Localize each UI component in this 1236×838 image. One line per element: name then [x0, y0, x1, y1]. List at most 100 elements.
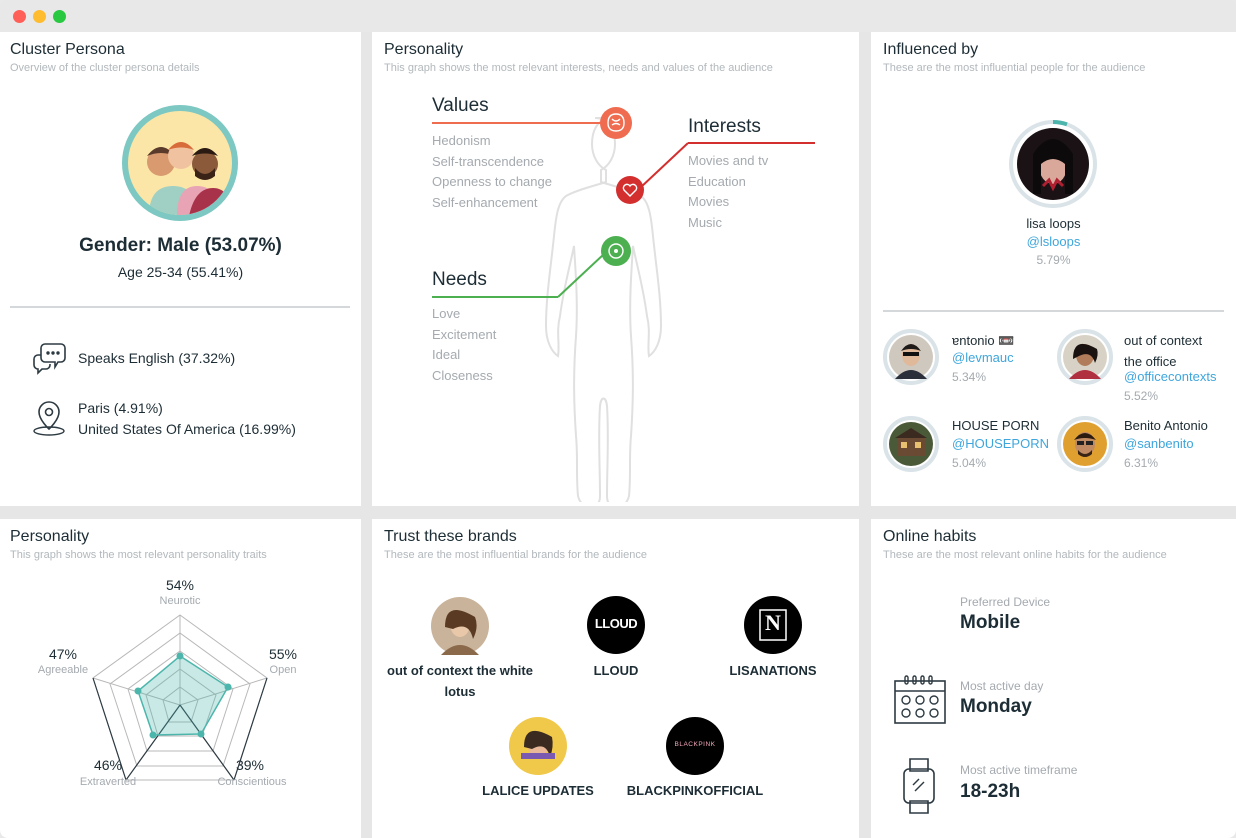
brand-logo[interactable]: [587, 596, 645, 654]
values-item: Openness to change: [432, 174, 552, 189]
values-item: Hedonism: [432, 133, 491, 148]
influencer-name: Benito Antonio: [1124, 418, 1208, 433]
needs-item: Closeness: [432, 367, 493, 383]
blackpink-logo-text: BLACKPINK: [674, 741, 716, 748]
close-window-button[interactable]: [13, 10, 26, 23]
influencer-name: HOUSE PORN: [952, 418, 1040, 433]
age-stat: Age 25-34 (55.41%): [117, 264, 244, 280]
influencer-name: ɐntonio 📼: [952, 333, 1015, 348]
title-bar: [0, 0, 1236, 32]
map-pin-icon: [33, 401, 65, 436]
city-stat: Paris (4.91%): [78, 400, 163, 416]
needs-heading: Needs: [432, 269, 487, 290]
brand-name: LISANATIONS: [729, 663, 817, 678]
influencer-handle[interactable]: @HOUSEPORN: [952, 436, 1049, 451]
radar-chart: [92, 614, 268, 781]
values-list: Hedonism Self-transcendence Openness to …: [432, 131, 552, 213]
influencer-photo: [1063, 335, 1107, 379]
minimize-window-button[interactable]: [33, 10, 46, 23]
brand-logo[interactable]: [744, 596, 802, 654]
time-label: Most active timeframe: [960, 763, 1078, 777]
needs-list: Love Excitement Ideal Closeness: [432, 304, 496, 386]
influencer-avatar[interactable]: [1057, 416, 1113, 472]
panel-subtitle: This graph shows the most relevant perso…: [10, 549, 267, 561]
influencer-photo: [889, 422, 933, 466]
brand-name: out of context the white lotus: [387, 663, 533, 699]
trait-value: 55%: [268, 646, 298, 662]
lisanations-logo-text: N: [765, 610, 781, 635]
influencer-photo: [1017, 128, 1089, 200]
influencer-pct: 5.79%: [1036, 253, 1071, 267]
interests-item: Movies: [688, 194, 730, 209]
trait-label: Agreeable: [37, 664, 89, 676]
brand-name: LLOUD: [593, 663, 639, 678]
influencer-name: out of context the office: [1124, 333, 1203, 369]
influencer-handle[interactable]: @levmauc: [952, 350, 1014, 365]
online-habits-panel: Online habits These are the most relevan…: [871, 519, 1236, 838]
panel-title: Trust these brands: [384, 528, 517, 545]
influencer-handle[interactable]: @lsloops: [1026, 234, 1081, 249]
interests-item: Movies and tv: [688, 153, 769, 168]
lloud-logo-text: LLOUD: [594, 616, 638, 631]
panel-subtitle: These are the most influential people fo…: [883, 62, 1146, 74]
trait-label: Neurotic: [159, 595, 201, 607]
brand-logo[interactable]: [509, 717, 567, 775]
brand-logo[interactable]: [666, 717, 724, 775]
needs-item: Love: [432, 306, 461, 321]
influencer-avatar-top[interactable]: [1009, 120, 1097, 208]
device-label: Preferred Device: [960, 595, 1051, 609]
influenced-by-panel: Influenced by These are the most influen…: [871, 32, 1236, 506]
country-stat: United States Of America (16.99%): [78, 421, 296, 437]
trait-label: Conscientious: [217, 776, 287, 788]
brand-name: LALICE UPDATES: [482, 783, 594, 798]
trait-value: 54%: [165, 577, 195, 593]
influencer-photo: [889, 335, 933, 379]
trait-label: Open: [269, 664, 297, 676]
time-value: 18-23h: [960, 781, 1021, 802]
influencer-name: lisa loops: [1026, 216, 1081, 231]
device-value: Mobile: [960, 612, 1021, 633]
panel-subtitle: This graph shows the most relevant inter…: [384, 62, 773, 74]
values-item: Self-transcendence: [432, 153, 545, 169]
personality-traits-panel: Personality This graph shows the most re…: [0, 519, 361, 838]
trait-value: 39%: [235, 757, 265, 773]
influencer-handle[interactable]: @sanbenito: [1124, 436, 1194, 451]
influencer-pct: 5.34%: [952, 370, 987, 384]
values-item: Self-enhancement: [432, 194, 538, 210]
influencer-pct: 6.31%: [1124, 456, 1159, 470]
maximize-window-button[interactable]: [53, 10, 66, 23]
persona-avatar: [122, 105, 238, 221]
interests-item: Education: [688, 173, 746, 189]
divider: [10, 306, 350, 308]
influencer-avatar[interactable]: [883, 416, 939, 472]
needs-item: Excitement: [432, 326, 497, 342]
smartwatch-icon: [903, 758, 935, 814]
influencer-pct: 5.04%: [952, 456, 987, 470]
panel-title: Personality: [10, 528, 90, 545]
influencer-handle[interactable]: @officecontexts: [1124, 369, 1217, 384]
calendar-icon: [894, 675, 946, 724]
brand-logo[interactable]: [431, 597, 489, 655]
influencer-photo: [1063, 422, 1107, 466]
gender-stat: Gender: Male (53.07%): [79, 235, 282, 256]
panel-title: Influenced by: [883, 41, 979, 58]
cluster-persona-panel: Cluster Persona Overview of the cluster …: [0, 32, 361, 506]
interests-list: Movies and tv Education Movies Music: [688, 151, 768, 233]
language-stat: Speaks English (37.32%): [78, 350, 236, 366]
trait-label: Extraverted: [79, 776, 137, 788]
brand-name: BLACKPINKOFFICIAL: [626, 783, 764, 798]
influencer-avatar[interactable]: [883, 329, 939, 385]
panel-subtitle: These are the most relevant online habit…: [883, 549, 1167, 561]
brands-panel: Trust these brands These are the most in…: [372, 519, 859, 838]
panel-title: Online habits: [883, 528, 977, 545]
day-value: Monday: [960, 696, 1032, 717]
speech-bubbles-icon: [33, 343, 66, 375]
interests-heading: Interests: [688, 116, 761, 137]
panel-subtitle: Overview of the cluster persona details: [10, 62, 200, 74]
values-heading: Values: [432, 95, 489, 116]
influencer-avatar[interactable]: [1057, 329, 1113, 385]
panel-title: Personality: [384, 41, 464, 58]
panel-title: Cluster Persona: [10, 41, 125, 58]
panel-subtitle: These are the most influential brands fo…: [384, 549, 647, 561]
